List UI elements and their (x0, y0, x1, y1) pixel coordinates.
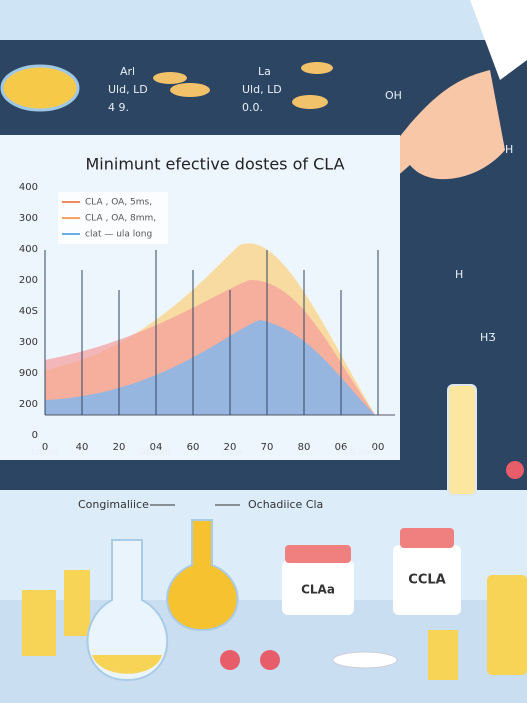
chart-title: Minimunt efective dostes of CLA (85, 155, 344, 174)
flask (166, 519, 239, 632)
liquid (92, 655, 162, 674)
jar (393, 545, 461, 615)
legend-label: CLA , OA, 5ms, (85, 198, 152, 208)
label: Arl (120, 65, 135, 78)
x-label: 80 (298, 442, 311, 453)
y-label: 900 (19, 368, 38, 379)
jar-lid (400, 528, 454, 548)
x-label: 60 (187, 442, 200, 453)
bottle (487, 575, 527, 675)
footer-label: Congimaliice (78, 498, 149, 511)
x-label: 40 (76, 442, 89, 453)
pills (332, 651, 398, 669)
coin (301, 62, 333, 74)
y-labels: 400 300 400 200 40S 300 900 200 0 (19, 182, 38, 441)
y-label: 400 (19, 182, 38, 193)
y-label: 200 (19, 275, 38, 286)
x-label: 00 (372, 442, 385, 453)
x-label: 04 (150, 442, 163, 453)
y-label: 300 (19, 337, 38, 348)
top-strip (0, 0, 527, 40)
coin (170, 83, 210, 97)
jar-label: CCLA (408, 573, 445, 588)
y-label: 300 (19, 213, 38, 224)
label: 4 9. (108, 101, 129, 114)
x-label: 0 (42, 442, 48, 453)
under-label: 06 ball (140, 448, 171, 458)
legend-label: CLA , OA, 8mm, (85, 214, 156, 224)
under-labels: Loaad 06 ball Loaa 00 ааА (31, 448, 376, 458)
bottle (447, 384, 477, 496)
bottle (428, 630, 458, 680)
x-labels: 0 40 20 04 60 20 70 80 06 00 (42, 250, 385, 453)
y-label: 400 (19, 244, 38, 255)
legend-entries: CLA , OA, 5ms, CLA , OA, 8mm, clat — ula l… (62, 198, 156, 240)
jar-label: CLAa (301, 583, 335, 597)
berry (260, 650, 280, 670)
label: 0.0. (242, 101, 263, 114)
y-label: 200 (19, 399, 38, 410)
footer-label: Ochadiice Cla (248, 498, 323, 511)
label: La (258, 65, 271, 78)
flask (86, 539, 169, 682)
x-label: 20 (113, 442, 126, 453)
x-label: 70 (261, 442, 274, 453)
jar (282, 560, 354, 615)
jar-lid (285, 545, 351, 563)
label: Uld, LD (242, 83, 282, 96)
under-label: Loaad (31, 448, 58, 458)
berry (220, 650, 240, 670)
label: Uld, LD (108, 83, 148, 96)
legend-label: clat — ula long (85, 230, 152, 240)
bottle (22, 590, 56, 656)
coin (153, 72, 187, 84)
bottle (64, 570, 90, 636)
under-label: Loaa (221, 448, 242, 458)
under-label: 00 ааА (344, 448, 376, 458)
label: H (455, 268, 463, 281)
bowl (0, 64, 80, 112)
x-label: 06 (335, 442, 348, 453)
y-label: 40S (19, 306, 38, 317)
coin (292, 95, 328, 109)
y-label: 0 (32, 430, 38, 441)
label: HƷ (480, 331, 496, 344)
berry (506, 461, 524, 479)
x-label: 20 (224, 442, 237, 453)
label: H (505, 143, 513, 156)
formula: OH (385, 89, 402, 102)
sleeve (470, 0, 527, 80)
area (45, 320, 375, 415)
